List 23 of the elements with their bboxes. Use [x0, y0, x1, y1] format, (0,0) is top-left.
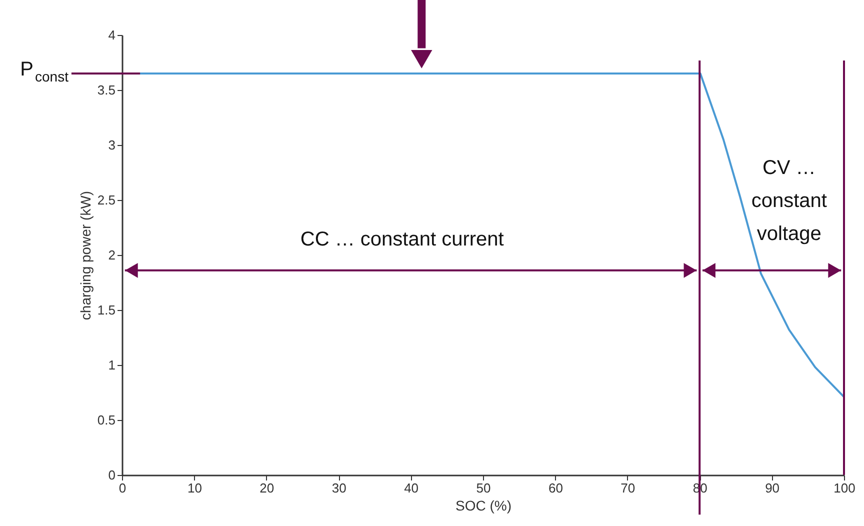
y-tick-label: 2	[108, 248, 116, 262]
y-tick-label: 3.5	[97, 82, 116, 98]
x-tick-label: 40	[404, 480, 419, 496]
y-axis-title: charging power (kW)	[77, 190, 94, 320]
y-tick-label: 0	[108, 468, 116, 482]
y-tick-label: 1	[108, 358, 116, 372]
annotation: CV … constant voltage	[751, 156, 828, 245]
y-tick-label: 3	[108, 138, 116, 152]
x-tick-label: 10	[187, 480, 202, 496]
x-tick-label: 60	[548, 480, 563, 496]
y-tick-label: 4	[108, 28, 116, 42]
annotation: CC … constant current	[300, 228, 504, 251]
y-tick-label: 2.5	[97, 192, 116, 208]
x-tick-label: 90	[765, 480, 780, 496]
x-tick-label: 50	[476, 480, 491, 496]
x-tick-label: 0	[118, 480, 126, 496]
x-tick-label: 100	[834, 480, 856, 496]
x-axis-title: SOC (%)	[456, 498, 512, 514]
x-tick-label: 70	[620, 480, 636, 496]
y-tick-label: 0.5	[97, 412, 116, 428]
y-tick-label: 1.5	[97, 302, 116, 318]
x-tick-label: 20	[260, 480, 274, 496]
x-tick-label: 30	[332, 480, 346, 496]
